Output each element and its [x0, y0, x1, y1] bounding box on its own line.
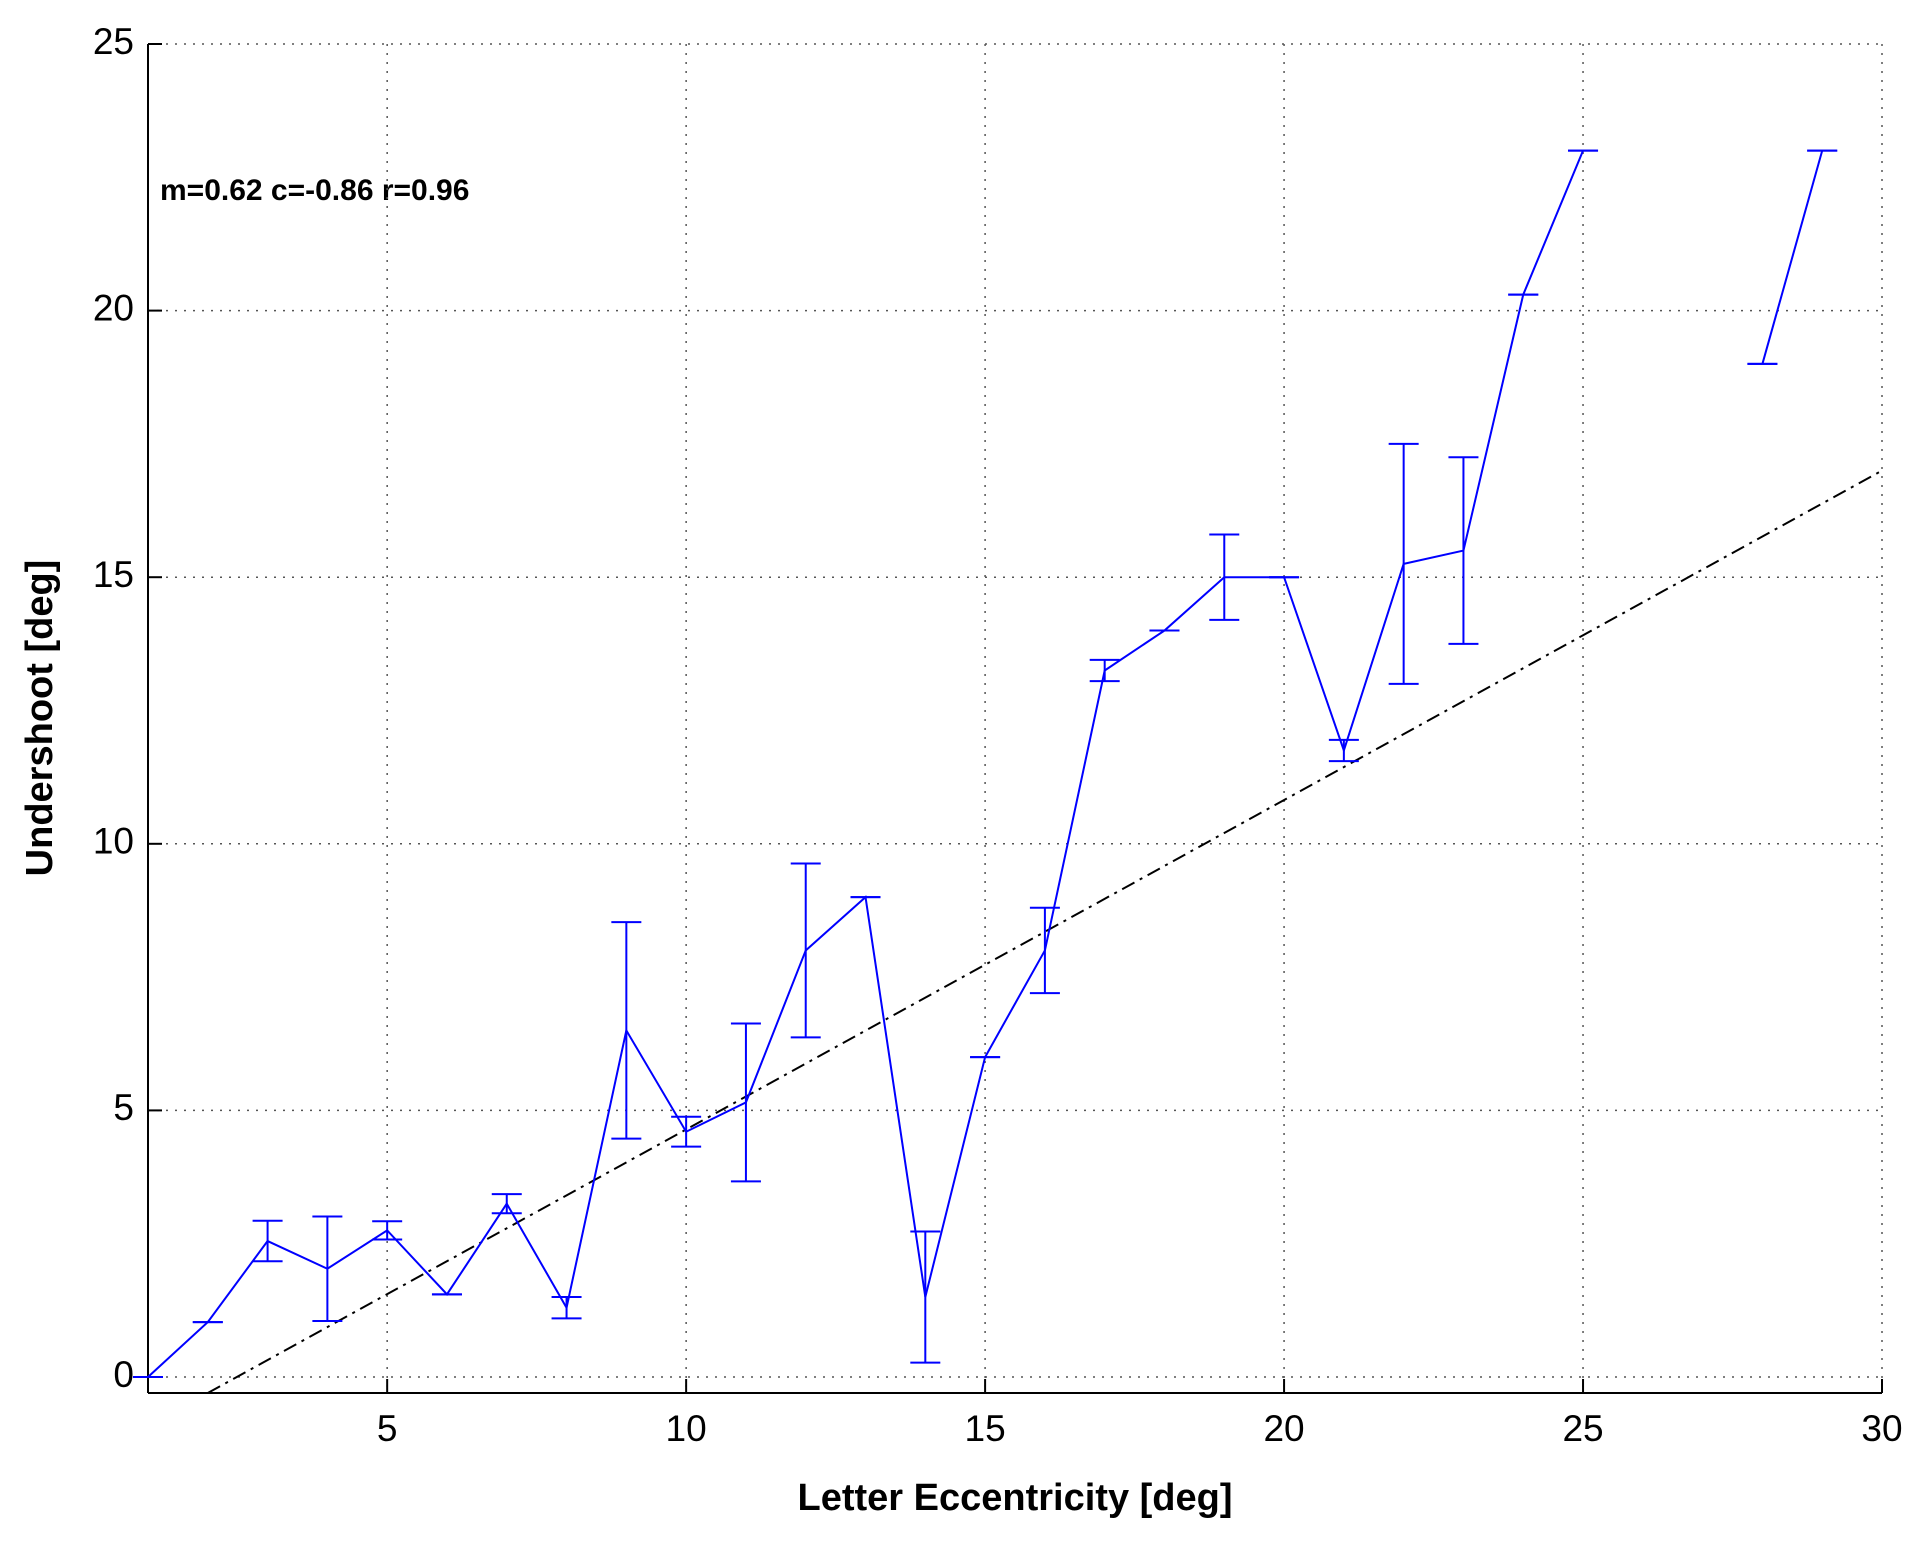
y-axis-label: Undershoot [deg] [19, 560, 61, 877]
x-tick-label: 15 [965, 1408, 1006, 1449]
x-tick-label: 30 [1861, 1408, 1902, 1449]
x-axis-label: Letter Eccentricity [deg] [798, 1477, 1233, 1519]
y-tick-label: 15 [93, 554, 134, 595]
y-tick-label: 25 [93, 21, 134, 62]
y-tick-label: 10 [93, 821, 134, 862]
x-tick-label: 20 [1263, 1408, 1304, 1449]
y-tick-label: 20 [93, 287, 134, 328]
y-tick-label: 5 [113, 1087, 134, 1128]
y-tick-label: 0 [113, 1354, 134, 1395]
x-tick-label: 10 [666, 1408, 707, 1449]
annotation: m=0.62 c=-0.86 r=0.96 [160, 174, 469, 207]
x-tick-label: 25 [1562, 1408, 1603, 1449]
x-tick-label: 5 [377, 1408, 398, 1449]
series-line [1761, 150, 1824, 365]
